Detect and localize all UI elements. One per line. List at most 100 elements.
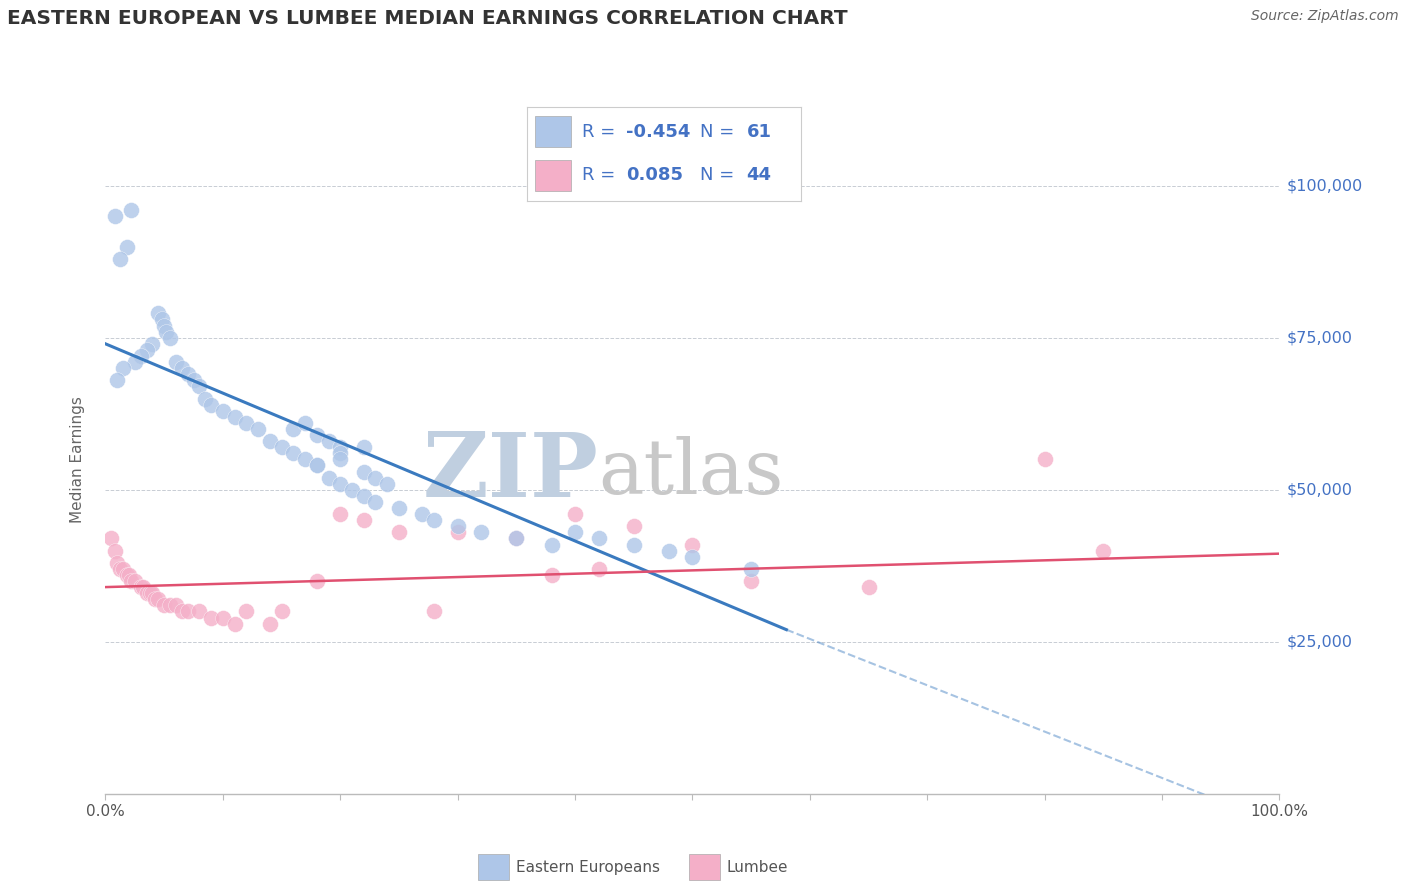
Point [505,532,527,546]
Point [259,616,281,631]
Text: Lumbee: Lumbee [727,860,789,874]
Point [108,252,131,266]
Point [540,568,562,582]
Point [247,422,270,436]
Point [159,599,181,613]
Text: N =: N = [700,123,740,141]
Text: 0.085: 0.085 [626,167,683,185]
Text: EASTERN EUROPEAN VS LUMBEE MEDIAN EARNINGS CORRELATION CHART: EASTERN EUROPEAN VS LUMBEE MEDIAN EARNIN… [7,9,848,28]
Point [170,604,193,618]
Text: 44: 44 [747,167,772,185]
Point [115,239,138,253]
Point [411,507,433,521]
Point [224,616,246,631]
Bar [536,116,571,147]
Text: $25,000: $25,000 [1286,634,1353,649]
Text: Eastern Europeans: Eastern Europeans [516,860,659,874]
Text: 61: 61 [747,123,772,141]
Point [329,440,352,454]
Text: $50,000: $50,000 [1286,483,1353,497]
Point [170,361,193,376]
Point [176,368,198,382]
Text: Source: ZipAtlas.com: Source: ZipAtlas.com [1251,9,1399,23]
Point [139,586,162,600]
Point [115,568,138,582]
Point [112,562,135,576]
Point [135,343,157,357]
Point [305,458,328,473]
Point [141,336,163,351]
Point [329,452,352,467]
Point [129,580,152,594]
Point [564,507,586,521]
Y-axis label: Median Earnings: Median Earnings [70,396,84,523]
Point [235,604,257,618]
Point [211,610,233,624]
Point [446,519,468,533]
Point [105,556,128,570]
Point [148,592,170,607]
Point [623,519,645,533]
Point [132,580,155,594]
Point [858,580,880,594]
Point [124,574,146,588]
Point [211,403,233,417]
Point [364,470,387,484]
Point [353,440,375,454]
Point [200,398,222,412]
Point [235,416,257,430]
Point [318,434,340,449]
Point [388,525,411,540]
Point [740,562,762,576]
Point [183,373,205,387]
Point [153,599,176,613]
Text: R =: R = [582,167,621,185]
Point [588,532,610,546]
Text: -0.454: -0.454 [626,123,690,141]
Point [340,483,363,497]
Point [188,604,211,618]
Point [141,586,163,600]
Point [148,306,170,320]
Point [259,434,281,449]
Point [143,592,166,607]
Point [423,604,446,618]
Point [270,440,292,454]
Point [283,446,305,460]
Point [353,489,375,503]
Point [540,537,562,551]
Point [1033,452,1056,467]
Point [194,392,217,406]
Point [100,532,122,546]
Point [108,562,131,576]
Text: ZIP: ZIP [423,429,599,516]
Point [740,574,762,588]
Point [105,373,128,387]
Point [681,537,703,551]
Point [294,416,316,430]
Point [364,495,387,509]
Point [329,446,352,460]
Text: $100,000: $100,000 [1286,178,1362,194]
Bar [536,161,571,191]
Point [375,476,398,491]
Point [153,318,176,333]
Text: R =: R = [582,123,621,141]
Point [104,543,127,558]
Point [155,325,177,339]
Text: $75,000: $75,000 [1286,330,1353,345]
Point [135,586,157,600]
Text: N =: N = [700,167,740,185]
Point [329,476,352,491]
Point [124,355,146,369]
Point [329,507,352,521]
Point [118,568,141,582]
Point [658,543,681,558]
Point [564,525,586,540]
Point [283,422,305,436]
Point [120,202,142,217]
Point [188,379,211,393]
Point [294,452,316,467]
Point [423,513,446,527]
Point [176,604,198,618]
